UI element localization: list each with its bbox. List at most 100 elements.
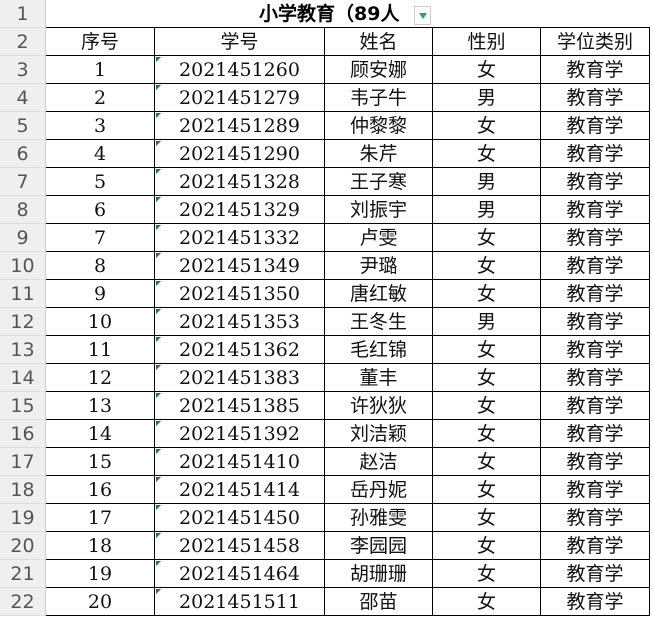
table-cell[interactable]: 3 [46, 112, 155, 140]
column-header-cell[interactable]: 序号 [46, 28, 155, 56]
table-cell[interactable]: 2021451458 [155, 532, 325, 560]
table-cell[interactable]: 女 [433, 504, 541, 532]
row-header[interactable]: 2 [0, 28, 46, 56]
table-cell[interactable]: 教育学 [541, 140, 650, 168]
table-cell[interactable]: 教育学 [541, 392, 650, 420]
table-cell[interactable]: 教育学 [541, 560, 650, 588]
table-cell[interactable]: 女 [433, 532, 541, 560]
table-cell[interactable]: 女 [433, 364, 541, 392]
table-cell[interactable]: 2021451349 [155, 252, 325, 280]
row-header[interactable]: 16 [0, 420, 46, 448]
table-cell[interactable]: 9 [46, 280, 155, 308]
table-cell[interactable]: 2021451410 [155, 448, 325, 476]
table-cell[interactable]: 17 [46, 504, 155, 532]
table-cell[interactable]: 女 [433, 392, 541, 420]
table-cell[interactable]: 邵苗 [325, 588, 433, 616]
table-cell[interactable]: 13 [46, 392, 155, 420]
table-cell[interactable]: 教育学 [541, 448, 650, 476]
table-cell[interactable]: 女 [433, 420, 541, 448]
row-header[interactable]: 17 [0, 448, 46, 476]
table-cell[interactable]: 董丰 [325, 364, 433, 392]
table-cell[interactable]: 孙雅雯 [325, 504, 433, 532]
table-cell[interactable]: 王冬生 [325, 308, 433, 336]
table-cell[interactable]: 教育学 [541, 336, 650, 364]
table-cell[interactable]: 教育学 [541, 196, 650, 224]
table-cell[interactable]: 2021451353 [155, 308, 325, 336]
table-cell[interactable]: 2021451362 [155, 336, 325, 364]
table-cell[interactable]: 教育学 [541, 364, 650, 392]
row-header[interactable]: 20 [0, 532, 46, 560]
row-header[interactable]: 11 [0, 280, 46, 308]
column-header-cell[interactable]: 姓名 [325, 28, 433, 56]
row-header[interactable]: 15 [0, 392, 46, 420]
table-cell[interactable]: 女 [433, 560, 541, 588]
table-cell[interactable]: 18 [46, 532, 155, 560]
table-cell[interactable]: 女 [433, 476, 541, 504]
table-cell[interactable]: 教育学 [541, 168, 650, 196]
table-cell[interactable]: 许狄狄 [325, 392, 433, 420]
table-cell[interactable]: 1 [46, 56, 155, 84]
table-cell[interactable]: 8 [46, 252, 155, 280]
table-cell[interactable]: 女 [433, 448, 541, 476]
table-cell[interactable]: 教育学 [541, 532, 650, 560]
table-cell[interactable]: 2021451290 [155, 140, 325, 168]
table-cell[interactable]: 4 [46, 140, 155, 168]
table-cell[interactable]: 男 [433, 308, 541, 336]
table-cell[interactable]: 19 [46, 560, 155, 588]
row-header[interactable]: 22 [0, 588, 46, 616]
row-header[interactable]: 7 [0, 168, 46, 196]
table-cell[interactable]: 女 [433, 140, 541, 168]
table-cell[interactable]: 7 [46, 224, 155, 252]
table-cell[interactable]: 2021451328 [155, 168, 325, 196]
row-header[interactable]: 1 [0, 0, 46, 28]
row-header[interactable]: 10 [0, 252, 46, 280]
row-header[interactable]: 6 [0, 140, 46, 168]
table-cell[interactable]: 女 [433, 56, 541, 84]
table-cell[interactable]: 教育学 [541, 420, 650, 448]
table-cell[interactable]: 卢雯 [325, 224, 433, 252]
table-cell[interactable]: 2021451260 [155, 56, 325, 84]
row-header[interactable]: 19 [0, 504, 46, 532]
table-cell[interactable]: 岳丹妮 [325, 476, 433, 504]
table-cell[interactable]: 尹璐 [325, 252, 433, 280]
table-cell[interactable]: 11 [46, 336, 155, 364]
table-cell[interactable]: 唐红敏 [325, 280, 433, 308]
table-cell[interactable]: 2021451464 [155, 560, 325, 588]
filter-dropdown-button[interactable] [414, 6, 431, 25]
table-cell[interactable]: 2021451289 [155, 112, 325, 140]
table-cell[interactable]: 男 [433, 84, 541, 112]
table-cell[interactable]: 6 [46, 196, 155, 224]
table-cell[interactable]: 教育学 [541, 308, 650, 336]
row-header[interactable]: 9 [0, 224, 46, 252]
row-header[interactable]: 18 [0, 476, 46, 504]
table-cell[interactable]: 赵洁 [325, 448, 433, 476]
table-cell[interactable]: 顾安娜 [325, 56, 433, 84]
title-cell[interactable]: 小学教育（89人 [46, 0, 650, 28]
table-cell[interactable]: 2021451450 [155, 504, 325, 532]
table-cell[interactable]: 女 [433, 224, 541, 252]
table-cell[interactable]: 2021451414 [155, 476, 325, 504]
table-cell[interactable]: 女 [433, 588, 541, 616]
table-cell[interactable]: 教育学 [541, 476, 650, 504]
table-cell[interactable]: 2021451392 [155, 420, 325, 448]
column-header-cell[interactable]: 性别 [433, 28, 541, 56]
table-cell[interactable]: 韦子牛 [325, 84, 433, 112]
row-header[interactable]: 8 [0, 196, 46, 224]
table-cell[interactable]: 王子寒 [325, 168, 433, 196]
table-cell[interactable]: 男 [433, 196, 541, 224]
column-header-cell[interactable]: 学位类别 [541, 28, 650, 56]
table-cell[interactable]: 教育学 [541, 224, 650, 252]
row-header[interactable]: 4 [0, 84, 46, 112]
row-header[interactable]: 5 [0, 112, 46, 140]
table-cell[interactable]: 女 [433, 280, 541, 308]
row-header[interactable]: 13 [0, 336, 46, 364]
table-cell[interactable]: 刘洁颖 [325, 420, 433, 448]
table-cell[interactable]: 教育学 [541, 252, 650, 280]
table-cell[interactable]: 2021451385 [155, 392, 325, 420]
table-cell[interactable]: 2 [46, 84, 155, 112]
table-cell[interactable]: 教育学 [541, 112, 650, 140]
table-cell[interactable]: 2021451329 [155, 196, 325, 224]
table-cell[interactable]: 教育学 [541, 84, 650, 112]
table-cell[interactable]: 仲黎黎 [325, 112, 433, 140]
column-header-cell[interactable]: 学号 [155, 28, 325, 56]
